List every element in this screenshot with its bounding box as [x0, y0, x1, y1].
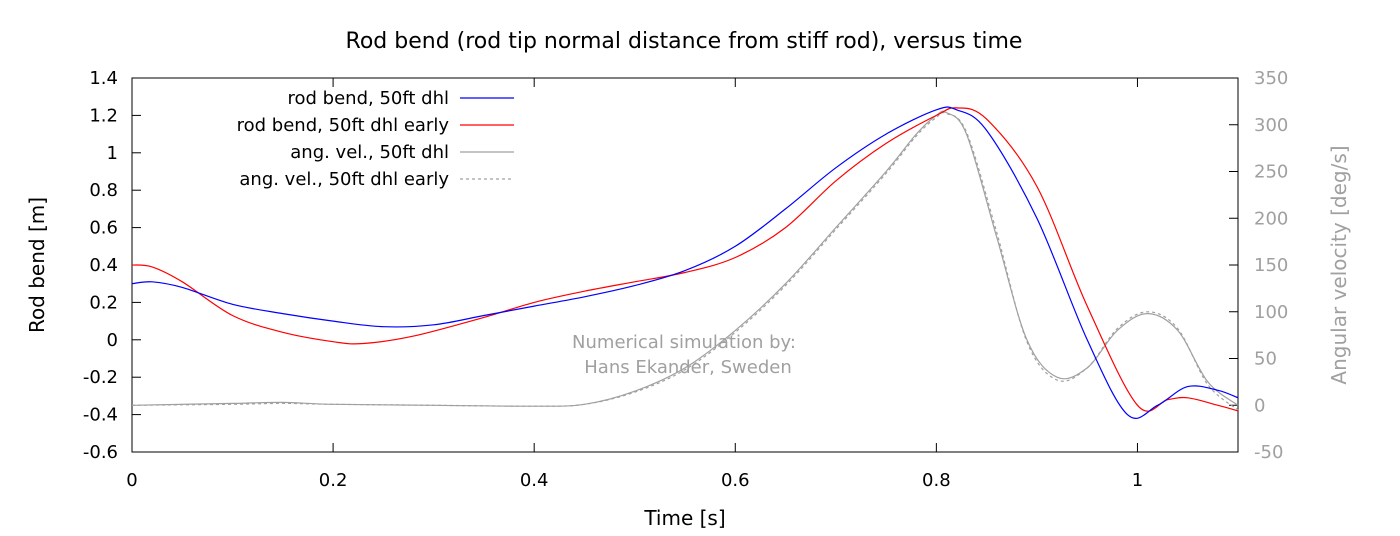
watermark-line-2: Hans Ekander, Sweden	[584, 357, 791, 378]
y2-tick-label: 350	[1254, 68, 1288, 89]
y2-tick-label: 0	[1254, 395, 1265, 416]
y-tick-label: -0.4	[83, 405, 118, 426]
y2-tick-label: -50	[1254, 442, 1283, 463]
y-tick-label: 0.6	[89, 218, 118, 239]
y-tick-label: 0.2	[89, 292, 118, 313]
legend-label-2: ang. vel., 50ft dhl	[290, 142, 449, 163]
y2-axis-label: Angular velocity [deg/s]	[1327, 145, 1351, 384]
y-tick-label: -0.6	[83, 442, 118, 463]
legend-label-1: rod bend, 50ft dhl early	[237, 115, 450, 136]
y2-tick-label: 150	[1254, 255, 1288, 276]
x-tick-label: 0.6	[721, 470, 750, 491]
y-tick-label: 1.4	[89, 68, 118, 89]
chart-title: Rod bend (rod tip normal distance from s…	[346, 29, 1023, 54]
y-tick-label: 1.2	[89, 105, 118, 126]
y2-tick-label: 100	[1254, 302, 1288, 323]
series-line-1	[131, 107, 1239, 412]
tick-group: 0 0.2 0.4 0.6 0.8 1 -0.6 -0.4 -0.2 0 0.2 0.4 0.6 0.8 1…	[83, 68, 1288, 491]
x-tick-label: 0	[126, 470, 137, 491]
watermark-line-1: Numerical simulation by:	[572, 332, 796, 353]
series-line-0	[131, 106, 1239, 419]
legend-label-0: rod bend, 50ft dhl	[288, 88, 449, 109]
x-tick-label: 1	[1132, 470, 1143, 491]
legend: rod bend, 50ft dhl rod bend, 50ft dhl ear…	[237, 88, 514, 190]
y-tick-label: 0.4	[89, 255, 118, 276]
series-line-2	[131, 110, 1239, 407]
y2-tick-label: 250	[1254, 162, 1288, 183]
y-tick-label: 0.8	[89, 180, 118, 201]
y2-tick-label: 300	[1254, 115, 1288, 136]
y2-tick-label: 200	[1254, 208, 1288, 229]
x-tick-label: 0.2	[319, 470, 348, 491]
y-tick-label: -0.2	[83, 367, 118, 388]
y-tick-label: 0	[107, 330, 118, 351]
y2-tick-label: 50	[1254, 349, 1277, 370]
x-tick-label: 0.4	[520, 470, 549, 491]
y-axis-label: Rod bend [m]	[25, 197, 49, 333]
series-line-3	[131, 111, 1239, 411]
y-tick-label: 1	[107, 143, 118, 164]
series-group	[131, 106, 1239, 419]
legend-label-3: ang. vel., 50ft dhl early	[239, 169, 449, 190]
x-tick-label: 0.8	[922, 470, 951, 491]
x-axis-label: Time [s]	[643, 506, 725, 530]
